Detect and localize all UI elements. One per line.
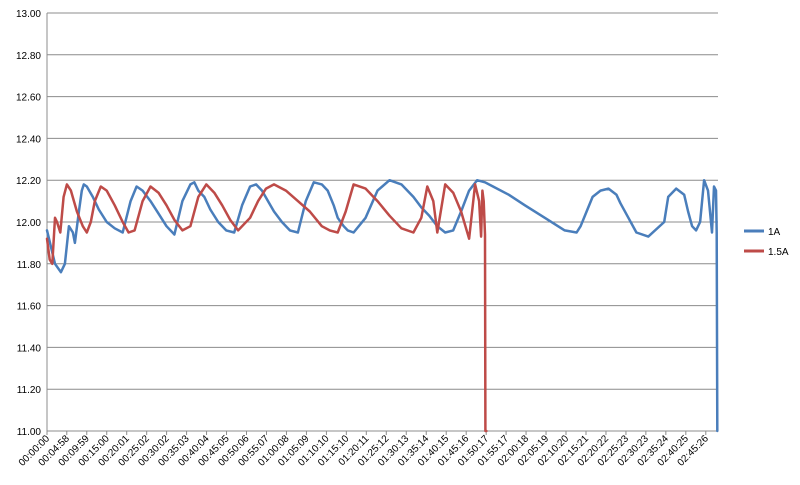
y-tick-label: 11.20	[17, 385, 42, 396]
y-tick-label: 12.40	[16, 134, 41, 145]
series-lines	[45, 178, 719, 433]
y-tick-label: 11.40	[17, 343, 42, 354]
y-tick-label: 12.20	[16, 176, 41, 187]
y-tick-label: 12.80	[16, 51, 41, 62]
y-tick-label: 13.00	[16, 9, 41, 20]
y-tick-label: 12.60	[16, 93, 41, 104]
legend-label: 1.5A	[768, 247, 789, 258]
axes	[46, 13, 718, 435]
y-tick-label: 11.80	[17, 260, 42, 271]
gridlines	[47, 12, 718, 432]
legend: 1A 1.5A	[744, 227, 789, 258]
y-tick-label: 11.00	[17, 427, 42, 438]
y-tick-label: 11.60	[17, 302, 42, 313]
y-axis-tick-labels: 11.00 11.20 11.40 11.60 11.80 12.00 12.20 12.40…	[16, 9, 41, 438]
legend-label: 1A	[768, 227, 781, 238]
series-line-1-5a	[45, 183, 488, 433]
y-tick-label: 12.00	[16, 218, 41, 229]
